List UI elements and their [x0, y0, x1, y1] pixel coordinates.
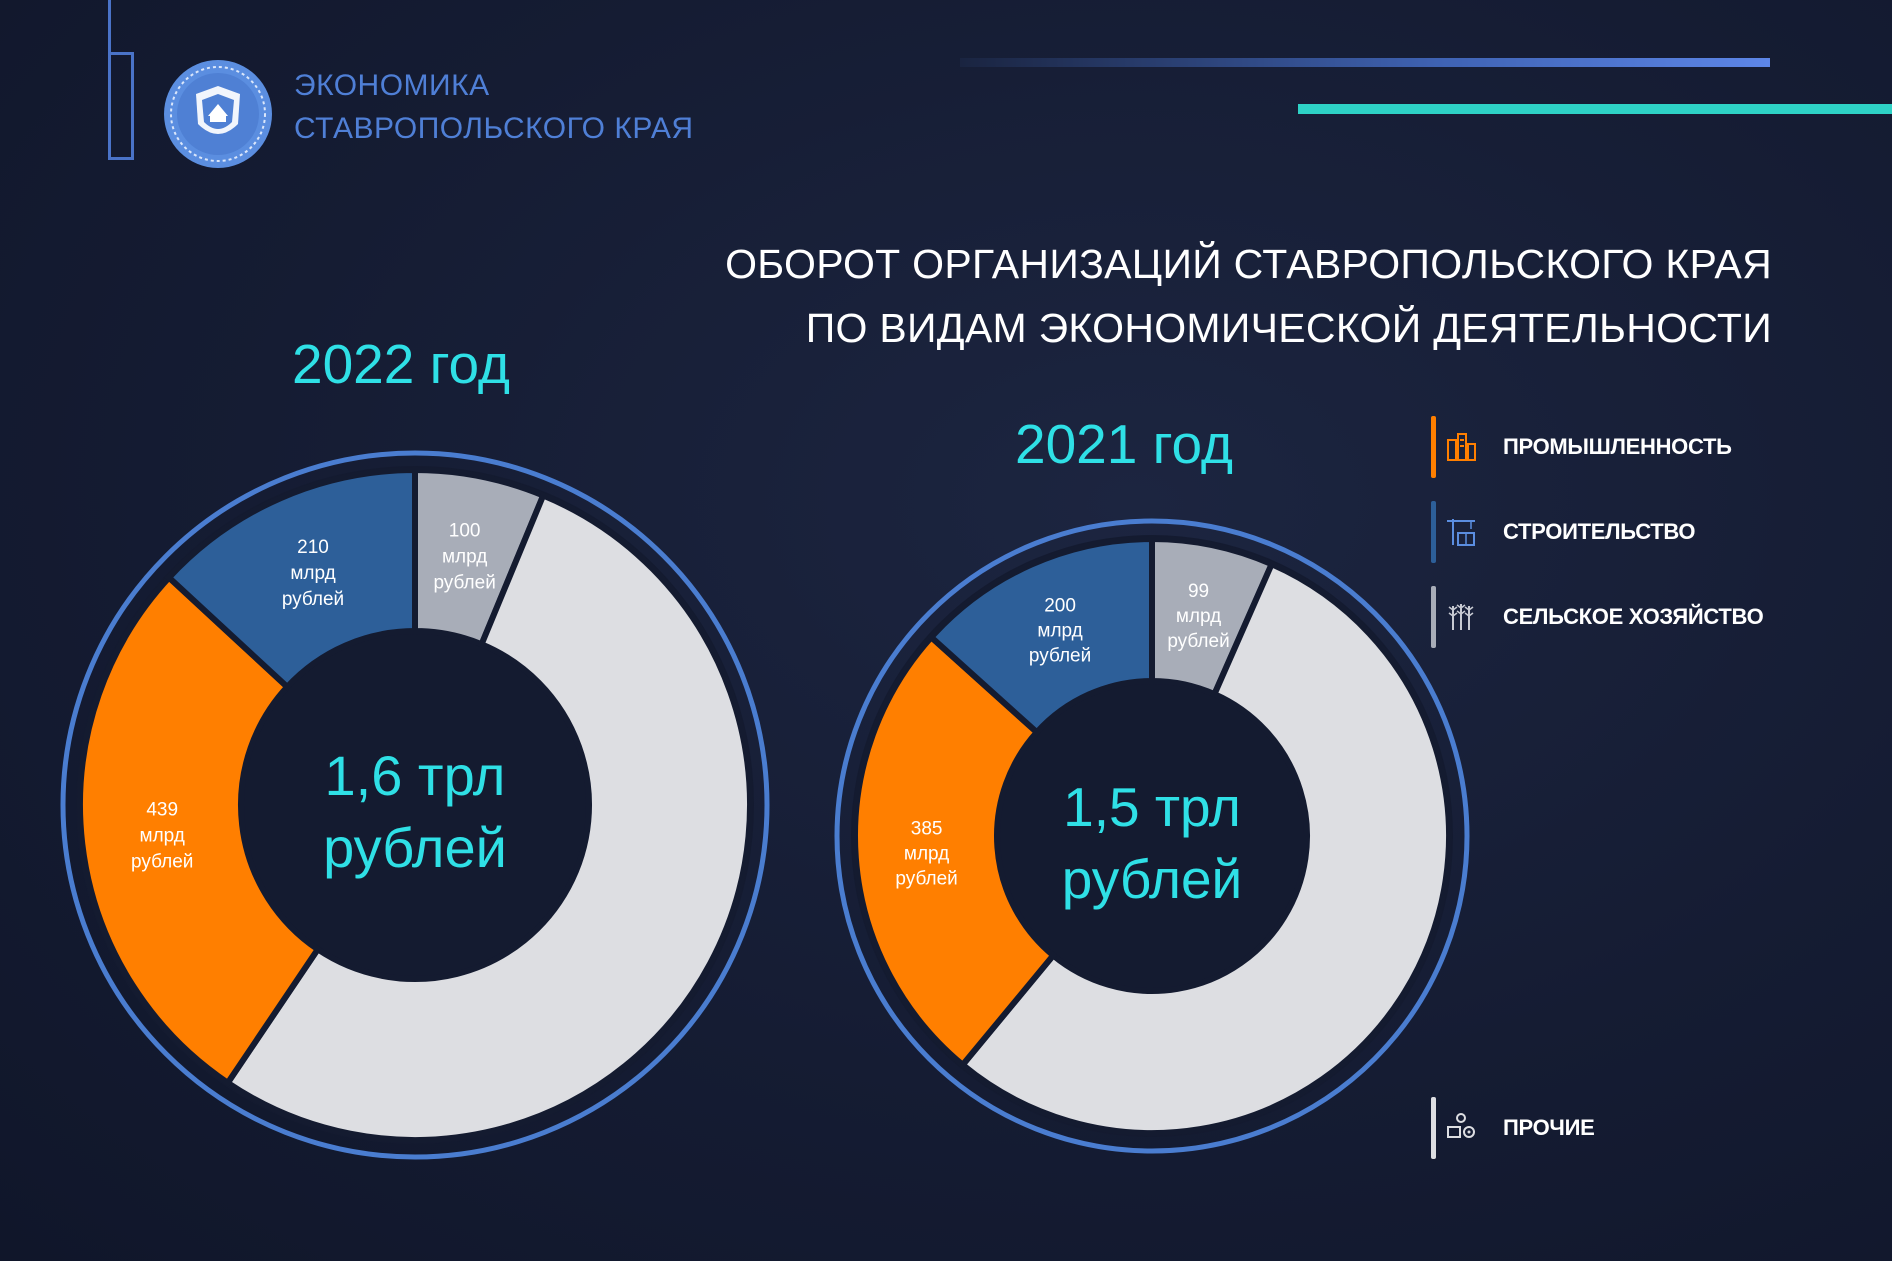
- brand-title: ЭКОНОМИКА СТАВРОПОЛЬСКОГО КРАЯ: [294, 64, 694, 150]
- brand-line-1: ЭКОНОМИКА: [294, 69, 490, 102]
- legend-swatch: [1431, 501, 1436, 563]
- services-icon: [1447, 1113, 1475, 1138]
- slice-label: 200: [1044, 596, 1076, 617]
- pie-slice: [958, 560, 1453, 1136]
- legend-label: СЕЛЬСКОЕ ХОЗЯЙСТВО: [1503, 604, 1764, 629]
- pie-slice: [852, 633, 1058, 1070]
- brand-line-2: СТАВРОПОЛЬСКОГО КРАЯ: [294, 112, 694, 145]
- slice-label: млрд: [290, 563, 335, 584]
- slice-label: 385: [911, 819, 943, 840]
- pie-slice: [164, 466, 418, 692]
- page-title-line-2: ПО ВИДАМ ЭКОНОМИЧЕСКОЙ ДЕЯТЕЛЬНОСТИ: [805, 305, 1772, 351]
- legend-label: ПРОМЫШЛЕННОСТЬ: [1503, 434, 1732, 459]
- center-unit-label: рублей: [1062, 848, 1243, 910]
- slice-label: 439: [146, 799, 178, 820]
- chart-title-2022: 2022 год: [292, 333, 510, 395]
- center-value-label: 1,5 трл: [1063, 776, 1241, 838]
- slice-label: рублей: [895, 869, 957, 890]
- wheat-icon: [1448, 604, 1474, 630]
- legend-swatch: [1431, 416, 1436, 478]
- legend-swatch: [1431, 1097, 1436, 1159]
- pie-slice: [77, 573, 322, 1087]
- slice-label: рублей: [1029, 646, 1091, 667]
- slice-label: рублей: [282, 589, 344, 610]
- legend-swatch: [1431, 586, 1436, 648]
- factory-icon: [1447, 433, 1476, 461]
- center-value-label: 1,6 трл: [325, 744, 506, 807]
- slice-label: 210: [297, 537, 329, 558]
- pie-slice: [927, 535, 1155, 737]
- chart-title-2021: 2021 год: [1015, 413, 1233, 475]
- slice-label: млрд: [1176, 606, 1221, 627]
- slice-label: млрд: [140, 825, 185, 846]
- chart-outer-ring: [60, 450, 770, 1160]
- decorative-bar-teal: [1298, 104, 1892, 114]
- decorative-line: [108, 0, 111, 52]
- decorative-bracket: [108, 52, 134, 160]
- legend-label: СТРОИТЕЛЬСТВО: [1503, 519, 1696, 544]
- donut-chart-0: 100 млрд рублей 439 млрд рублей 210 млрд рублей 1…: [60, 450, 770, 1160]
- slice-label: 99: [1188, 581, 1209, 602]
- slice-label: рублей: [433, 572, 495, 593]
- slice-label: рублей: [131, 851, 193, 872]
- pie-slice: [223, 491, 753, 1143]
- slice-label: рублей: [1167, 631, 1229, 652]
- legend-label: ПРОЧИЕ: [1503, 1115, 1595, 1140]
- chart-outer-ring: [834, 518, 1470, 1154]
- slice-label: млрд: [1037, 621, 1082, 642]
- slice-label: млрд: [442, 546, 487, 567]
- crane-icon: [1447, 519, 1475, 546]
- coat-of-arms-icon: [164, 60, 272, 168]
- slice-label: млрд: [904, 844, 949, 865]
- center-unit-label: рублей: [323, 816, 507, 879]
- donut-chart-1: 99 млрд рублей 385 млрд рублей 200 млрд рублей 1,…: [834, 518, 1470, 1154]
- page-title: ОБОРОТ ОРГАНИЗАЦИЙ СТАВРОПОЛЬСКОГО КРАЯ …: [725, 232, 1772, 360]
- decorative-bar-blue: [960, 58, 1770, 67]
- slice-label: 100: [449, 520, 481, 541]
- page-title-line-1: ОБОРОТ ОРГАНИЗАЦИЙ СТАВРОПОЛЬСКОГО КРАЯ: [725, 241, 1772, 287]
